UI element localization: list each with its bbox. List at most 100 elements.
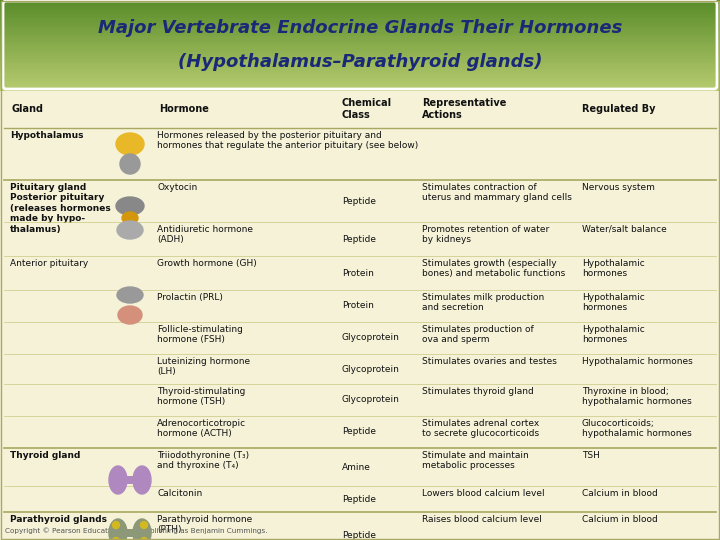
Text: Gland: Gland xyxy=(12,104,44,114)
Text: Hypothalamic
hormones: Hypothalamic hormones xyxy=(582,293,644,313)
Text: Amine: Amine xyxy=(342,462,371,471)
Bar xyxy=(0,16,720,18)
Text: Stimulates production of
ova and sperm: Stimulates production of ova and sperm xyxy=(422,325,534,345)
Text: Stimulates thyroid gland: Stimulates thyroid gland xyxy=(422,387,534,396)
Ellipse shape xyxy=(133,466,151,494)
Text: Glycoprotein: Glycoprotein xyxy=(342,395,400,404)
Text: Glycoprotein: Glycoprotein xyxy=(342,364,400,374)
Bar xyxy=(123,529,137,537)
Bar xyxy=(0,83,720,86)
Text: Lowers blood calcium level: Lowers blood calcium level xyxy=(422,489,544,498)
Text: Calcium in blood: Calcium in blood xyxy=(582,489,658,498)
Bar xyxy=(0,79,720,82)
Bar xyxy=(0,60,720,64)
Bar xyxy=(0,2,720,5)
Text: Peptide: Peptide xyxy=(342,234,376,244)
Text: Regulated By: Regulated By xyxy=(582,104,655,114)
Text: Parathyroid hormone
(PTH): Parathyroid hormone (PTH) xyxy=(157,515,252,535)
Bar xyxy=(0,43,720,45)
Text: Luteinizing hormone
(LH): Luteinizing hormone (LH) xyxy=(157,357,250,376)
Ellipse shape xyxy=(140,537,148,540)
Text: Nervous system: Nervous system xyxy=(582,183,655,192)
Bar xyxy=(0,68,720,70)
Ellipse shape xyxy=(120,154,140,174)
Bar xyxy=(0,85,720,88)
Bar xyxy=(0,33,720,37)
Ellipse shape xyxy=(117,287,143,303)
Ellipse shape xyxy=(109,466,127,494)
Bar xyxy=(0,77,720,79)
Text: Hypothalamic
hormones: Hypothalamic hormones xyxy=(582,259,644,279)
Bar xyxy=(0,9,720,12)
Text: Hypothalamic
hormones: Hypothalamic hormones xyxy=(582,325,644,345)
Text: Peptide: Peptide xyxy=(342,495,376,503)
Text: Growth hormone (GH): Growth hormone (GH) xyxy=(157,259,257,268)
Bar xyxy=(0,20,720,23)
Bar xyxy=(0,23,720,25)
Bar xyxy=(0,87,720,91)
Bar xyxy=(0,81,720,84)
Text: Promotes retention of water
by kidneys: Promotes retention of water by kidneys xyxy=(422,225,549,245)
Bar xyxy=(0,0,720,3)
Bar xyxy=(0,52,720,55)
Text: Major Vertebrate Endocrine Glands Their Hormones: Major Vertebrate Endocrine Glands Their … xyxy=(98,19,622,37)
Text: Glucocorticoids;
hypothalamic hormones: Glucocorticoids; hypothalamic hormones xyxy=(582,419,692,438)
Text: (Hypothalamus–Parathyroid glands): (Hypothalamus–Parathyroid glands) xyxy=(178,53,542,71)
Ellipse shape xyxy=(118,306,142,324)
Ellipse shape xyxy=(122,212,138,224)
Text: Follicle-stimulating
hormone (FSH): Follicle-stimulating hormone (FSH) xyxy=(157,325,243,345)
Bar xyxy=(0,6,720,10)
Text: Water/salt balance: Water/salt balance xyxy=(582,225,667,234)
Text: Thyroxine in blood;
hypothalamic hormones: Thyroxine in blood; hypothalamic hormone… xyxy=(582,387,692,407)
Ellipse shape xyxy=(116,133,144,155)
Text: Anterior pituitary: Anterior pituitary xyxy=(10,259,89,268)
Bar xyxy=(0,50,720,52)
Bar xyxy=(0,27,720,30)
Bar xyxy=(0,29,720,32)
Text: Hypothalamus: Hypothalamus xyxy=(10,131,84,140)
Bar xyxy=(0,58,720,61)
Text: Peptide: Peptide xyxy=(342,428,376,436)
Text: Antidiuretic hormone
(ADH): Antidiuretic hormone (ADH) xyxy=(157,225,253,245)
Bar xyxy=(0,38,720,41)
Bar xyxy=(0,18,720,21)
Text: Representative
Actions: Representative Actions xyxy=(422,98,506,120)
Bar xyxy=(0,40,720,43)
Text: Chemical
Class: Chemical Class xyxy=(342,98,392,120)
Text: Hypothalamic hormones: Hypothalamic hormones xyxy=(582,357,693,366)
Bar xyxy=(0,11,720,14)
Bar xyxy=(0,45,720,48)
Bar xyxy=(0,14,720,16)
Text: TSH: TSH xyxy=(582,451,600,460)
Bar xyxy=(0,65,720,68)
Ellipse shape xyxy=(117,221,143,239)
Text: Pituitary gland
Posterior pituitary
(releases hormones
made by hypo-
thalamus): Pituitary gland Posterior pituitary (rel… xyxy=(10,183,111,234)
Text: Peptide: Peptide xyxy=(342,197,376,206)
Text: Stimulates contraction of
uterus and mammary gland cells: Stimulates contraction of uterus and mam… xyxy=(422,183,572,202)
Text: Protein: Protein xyxy=(342,301,374,310)
Bar xyxy=(0,63,720,66)
Text: Peptide: Peptide xyxy=(342,530,376,539)
Text: Parathyroid glands: Parathyroid glands xyxy=(10,515,107,524)
Text: Thyroid-stimulating
hormone (TSH): Thyroid-stimulating hormone (TSH) xyxy=(157,387,246,407)
Text: Stimulate and maintain
metabolic processes: Stimulate and maintain metabolic process… xyxy=(422,451,528,470)
Ellipse shape xyxy=(109,519,127,540)
Ellipse shape xyxy=(140,522,148,529)
Bar xyxy=(0,4,720,7)
Bar xyxy=(0,72,720,75)
Text: Protein: Protein xyxy=(342,268,374,278)
Text: Copyright © Pearson Education, Inc., publishing as Benjamin Cummings.: Copyright © Pearson Education, Inc., pub… xyxy=(5,528,268,534)
Text: Hormone: Hormone xyxy=(159,104,209,114)
Text: Raises blood calcium level: Raises blood calcium level xyxy=(422,515,542,524)
Bar xyxy=(0,74,720,77)
Text: Glycoprotein: Glycoprotein xyxy=(342,334,400,342)
Text: Thyroid gland: Thyroid gland xyxy=(10,451,81,460)
Bar xyxy=(0,90,720,522)
Text: Adrenocorticotropic
hormone (ACTH): Adrenocorticotropic hormone (ACTH) xyxy=(157,419,246,438)
Text: Hormones released by the posterior pituitary and
hormones that regulate the ante: Hormones released by the posterior pitui… xyxy=(157,131,418,151)
Text: Triiodothyronine (T₃)
and thyroxine (T₄): Triiodothyronine (T₃) and thyroxine (T₄) xyxy=(157,451,249,470)
Bar xyxy=(0,47,720,50)
Ellipse shape xyxy=(112,522,120,529)
Ellipse shape xyxy=(133,519,151,540)
Text: Oxytocin: Oxytocin xyxy=(157,183,197,192)
